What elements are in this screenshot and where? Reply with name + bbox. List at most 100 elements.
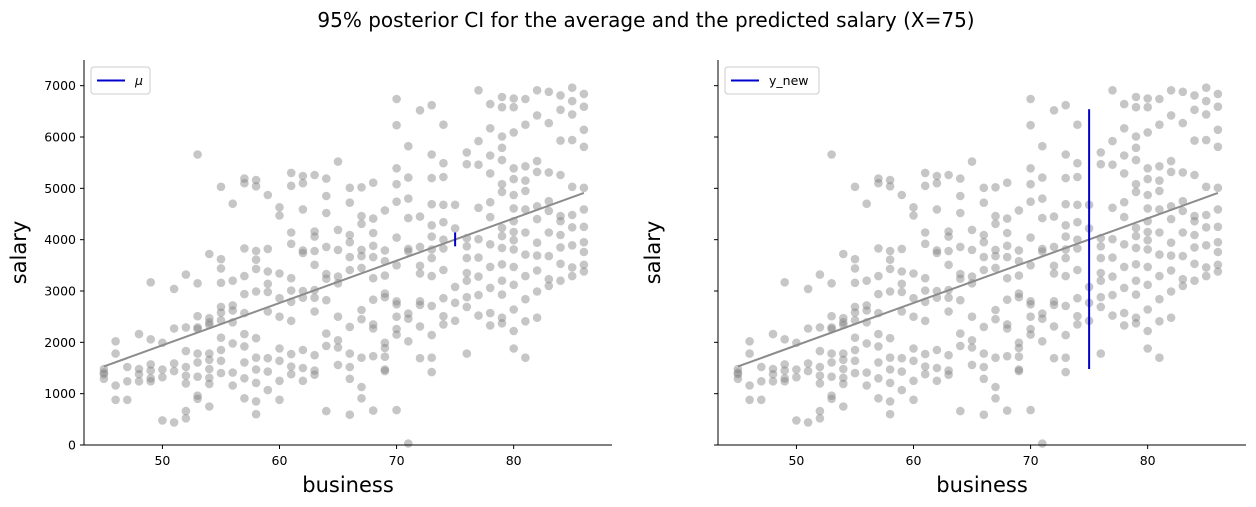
data-point [345, 322, 355, 332]
data-point [1143, 190, 1152, 200]
data-point [932, 248, 942, 258]
data-point [1131, 260, 1141, 269]
data-point [1002, 241, 1012, 251]
data-point [1131, 179, 1141, 189]
data-point [556, 216, 565, 226]
data-point [1166, 86, 1176, 95]
data-point [1038, 309, 1047, 318]
data-point [1143, 280, 1152, 290]
data-point [1014, 365, 1024, 374]
data-point [1119, 262, 1129, 272]
data-point [1143, 262, 1152, 272]
data-point [497, 319, 507, 328]
data-point [368, 228, 378, 238]
data-point [1108, 272, 1117, 281]
data-point [932, 178, 942, 188]
data-point [497, 155, 507, 165]
data-point [392, 297, 401, 306]
data-point [111, 337, 120, 346]
data-point [1061, 199, 1070, 209]
data-point [134, 377, 144, 386]
data-point [1038, 194, 1047, 203]
data-point [1213, 267, 1223, 276]
data-point [509, 344, 518, 353]
data-point [286, 316, 296, 326]
data-point [1073, 311, 1082, 321]
data-point [827, 358, 836, 367]
data-point [1213, 183, 1223, 193]
data-point [298, 246, 308, 255]
data-point [333, 272, 343, 281]
data-point [897, 244, 907, 254]
left-panel-mu: 50 60 70 80 0 1000 2000 3000 4000 5000 6000 7000 bus… [7, 60, 612, 497]
data-point [462, 253, 472, 263]
data-point [497, 231, 507, 241]
data-point [415, 212, 425, 221]
data-point [380, 271, 390, 280]
data-point [509, 204, 518, 213]
data-point [1166, 156, 1176, 166]
data-point [415, 322, 425, 331]
data-point [228, 276, 237, 286]
data-point [310, 366, 319, 375]
data-point [357, 263, 366, 273]
data-point [850, 302, 860, 312]
data-point [485, 124, 495, 133]
data-point [1190, 276, 1199, 286]
data-point [1038, 314, 1047, 324]
data-point [1201, 271, 1211, 281]
data-point [415, 261, 425, 271]
data-point [579, 89, 589, 99]
data-point [862, 301, 871, 310]
data-point [474, 86, 483, 95]
data-point [205, 373, 214, 383]
data-point [920, 316, 930, 326]
data-point [1119, 197, 1129, 207]
data-point [815, 414, 825, 423]
data-point [885, 353, 895, 363]
regression-line [103, 192, 585, 368]
data-point [485, 197, 495, 207]
data-point [803, 324, 813, 333]
data-point [146, 278, 155, 287]
data-point [567, 223, 577, 232]
data-point [1073, 235, 1082, 244]
data-point [827, 391, 836, 401]
data-point [368, 252, 378, 262]
data-point [885, 409, 895, 419]
data-point [733, 374, 743, 384]
data-point [380, 352, 390, 362]
data-point [99, 364, 109, 374]
data-point [286, 228, 296, 237]
data-point [839, 402, 848, 411]
data-point [897, 353, 907, 363]
data-point [368, 241, 378, 251]
data-point [521, 317, 530, 326]
data-point [1201, 83, 1211, 92]
data-point [1108, 203, 1117, 213]
data-point [275, 376, 284, 386]
data-point [462, 242, 472, 251]
data-point [485, 169, 495, 178]
data-point [579, 237, 589, 247]
legend-box [724, 66, 820, 95]
data-point [1096, 159, 1106, 169]
data-point [1155, 205, 1164, 214]
data-point [733, 369, 743, 379]
data-point [193, 311, 202, 321]
data-point [521, 205, 530, 214]
data-point [1213, 125, 1223, 135]
data-point [1049, 297, 1059, 306]
data-point [427, 353, 437, 363]
data-point [415, 353, 425, 363]
data-point [1131, 187, 1141, 197]
data-point [497, 313, 507, 323]
data-point [1143, 174, 1152, 184]
data-point [345, 198, 355, 207]
data-point [415, 106, 425, 115]
data-point [380, 206, 390, 215]
data-point [450, 316, 460, 326]
data-point [850, 264, 860, 273]
data-point [920, 349, 930, 359]
